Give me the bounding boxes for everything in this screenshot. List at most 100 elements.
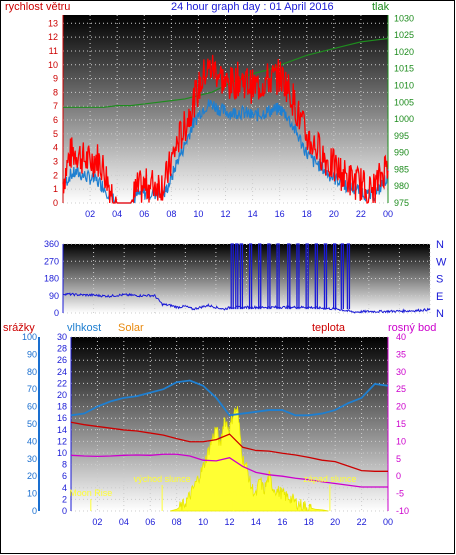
direction-spike — [267, 243, 271, 310]
tick-label-temperature: 40 — [396, 332, 406, 342]
tick-label-hour: 18 — [304, 517, 314, 527]
tick-label-wind: 4 — [53, 143, 58, 153]
tick-label-humidity: 22 — [57, 378, 67, 388]
tick-label-humidity: 16 — [57, 413, 67, 423]
tick-label-temperature: 5 — [396, 454, 401, 464]
panel-direction-background — [63, 244, 430, 313]
tick-label-hour: 08 — [166, 209, 176, 219]
tick-label-humidity: 6 — [62, 471, 67, 481]
annotation-label: východ slunce — [134, 474, 191, 484]
tick-label-hour: 20 — [329, 209, 339, 219]
tick-label-pressure: 995 — [394, 131, 409, 141]
direction-spike — [230, 243, 234, 310]
tick-label-rain: 60 — [27, 402, 37, 412]
direction-spike — [287, 243, 291, 310]
tick-label-pressure: 1000 — [394, 114, 414, 124]
chart-title: 24 hour graph day : 01 April 2016 — [171, 1, 334, 13]
tick-label-compass: N — [436, 308, 444, 320]
tick-label-temperature: -10 — [396, 506, 409, 516]
tick-label-hour: 22 — [357, 517, 367, 527]
direction-spike — [305, 243, 309, 310]
tick-label-wind: 0 — [53, 198, 58, 208]
tick-label-temperature: 10 — [396, 436, 406, 446]
tick-label-rain: 20 — [27, 471, 37, 481]
tick-label-hour: 22 — [356, 209, 366, 219]
tick-label-humidity: 10 — [57, 448, 67, 458]
direction-spike — [235, 243, 239, 310]
tick-label-wind: 8 — [53, 87, 58, 97]
tick-label-temperature: 20 — [396, 402, 406, 412]
tick-label-rain: 100 — [22, 332, 37, 342]
tick-label-humidity: 28 — [57, 344, 67, 354]
tick-label-hour: 06 — [145, 517, 155, 527]
tick-label-temperature: 15 — [396, 419, 406, 429]
tick-label-rain: 0 — [32, 506, 37, 516]
tick-label-humidity: 24 — [57, 367, 67, 377]
tick-label-hour: 16 — [277, 517, 287, 527]
tick-label-wind: 9 — [53, 74, 58, 84]
tick-label-pressure: 975 — [394, 198, 409, 208]
tick-label-hour: 00 — [383, 517, 393, 527]
tick-label-rain: 40 — [27, 436, 37, 446]
tick-label-pressure: 1005 — [394, 97, 414, 107]
tick-label-wind: 3 — [53, 157, 58, 167]
direction-spike — [323, 243, 328, 310]
tick-label-compass: E — [436, 291, 443, 303]
wind-axis-label: rychlost větru — [5, 1, 71, 13]
series-temperature — [70, 421, 388, 472]
tick-label-humidity: 0 — [62, 506, 67, 516]
tick-label-wind: 6 — [53, 115, 58, 125]
tick-label-hour: 18 — [302, 209, 312, 219]
tick-label-hour: 06 — [139, 209, 149, 219]
direction-spike — [346, 243, 351, 310]
tick-label-wind: 13 — [48, 18, 58, 28]
tick-label-humidity: 12 — [57, 436, 67, 446]
tick-label-pressure: 1025 — [394, 30, 414, 40]
dewpoint-label: rosný bod — [388, 322, 437, 334]
tick-label-hour: 20 — [330, 517, 340, 527]
tick-label-hour: 00 — [383, 209, 393, 219]
direction-spike — [276, 243, 280, 310]
tick-label-hour: 02 — [92, 517, 102, 527]
tick-label-wind: 5 — [53, 129, 58, 139]
tick-label-direction: 0 — [54, 308, 59, 318]
series-wind — [62, 54, 389, 204]
tick-label-direction: 360 — [44, 239, 59, 249]
tick-label-rain: 70 — [27, 384, 37, 394]
tick-label-pressure: 1020 — [394, 47, 414, 57]
direction-spike — [248, 243, 253, 310]
tick-label-direction: 180 — [44, 274, 59, 284]
direction-spike — [333, 243, 337, 310]
tick-label-rain: 30 — [27, 454, 37, 464]
annotation-label: Moon Rise — [69, 488, 112, 498]
tick-label-pressure: 990 — [394, 148, 409, 158]
tick-label-temperature: 35 — [396, 349, 406, 359]
series-humidity — [70, 379, 389, 417]
tick-label-hour: 08 — [172, 517, 182, 527]
tick-label-temperature: 0 — [396, 471, 401, 481]
tick-label-hour: 12 — [224, 517, 234, 527]
tick-label-compass: S — [436, 274, 443, 286]
tick-label-temperature: 30 — [396, 367, 406, 377]
solar-label: Solar — [118, 322, 144, 334]
tick-label-wind: 2 — [53, 170, 58, 180]
tick-label-hour: 14 — [248, 209, 258, 219]
tick-label-pressure: 1030 — [394, 13, 414, 23]
annotation-label: Moon Set — [214, 488, 253, 498]
temperature-axis-label: teplota — [312, 322, 346, 334]
series-direction — [62, 292, 431, 314]
tick-label-humidity: 2 — [62, 494, 67, 504]
tick-label-wind: 7 — [53, 101, 58, 111]
tick-label-direction: 90 — [49, 291, 59, 301]
tick-label-wind: 11 — [49, 46, 58, 56]
tick-label-compass: N — [436, 239, 444, 251]
humidity-axis-label: vlhkost — [67, 322, 102, 334]
tick-label-temperature: 25 — [396, 384, 406, 394]
tick-label-hour: 12 — [220, 209, 230, 219]
tick-label-humidity: 20 — [57, 390, 67, 400]
annotation-label: západ slunce — [303, 474, 356, 484]
tick-label-hour: 14 — [251, 517, 261, 527]
tick-label-wind: 10 — [48, 60, 58, 70]
direction-spike — [314, 243, 318, 310]
